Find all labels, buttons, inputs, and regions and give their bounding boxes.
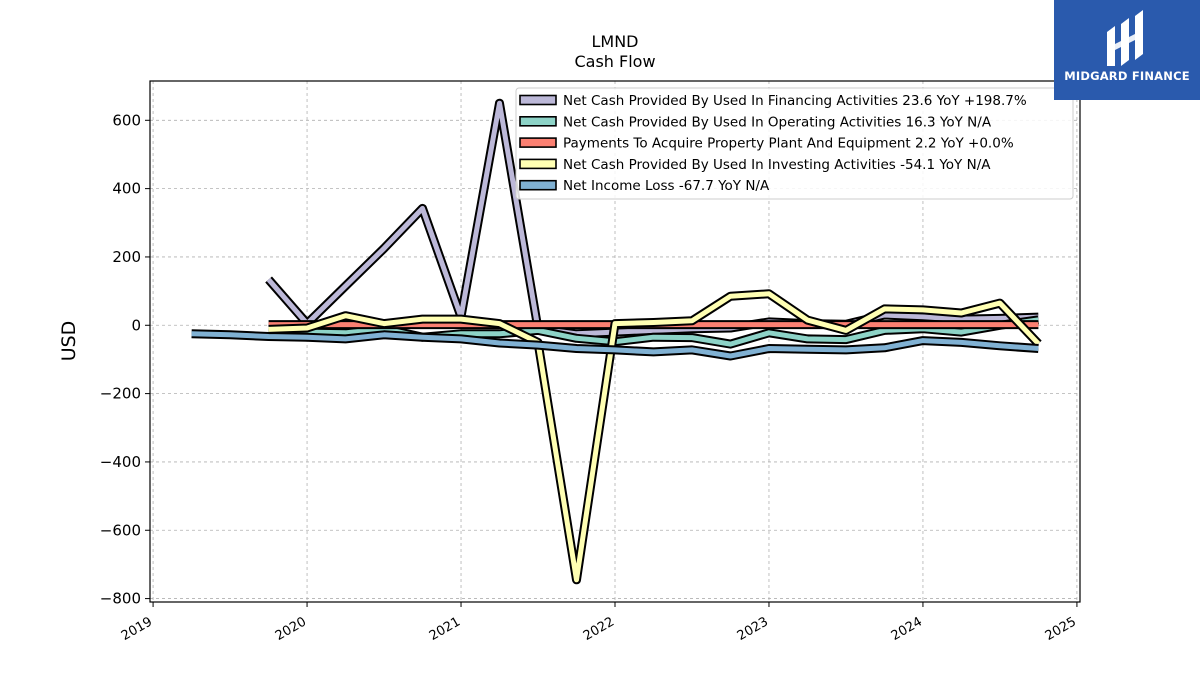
series-5 bbox=[191, 329, 1039, 361]
x-tick-label: 2021 bbox=[427, 614, 463, 644]
legend-label: Net Cash Provided By Used In Investing A… bbox=[563, 157, 991, 173]
midgard-finance-logo: MIDGARD FINANCE bbox=[1054, 0, 1200, 100]
legend-item-3: Payments To Acquire Property Plant And E… bbox=[519, 136, 1014, 152]
legend-item-2: Net Cash Provided By Used In Operating A… bbox=[519, 114, 992, 130]
y-tick-label: 200 bbox=[112, 248, 141, 266]
legend-swatch bbox=[519, 94, 557, 106]
series-line bbox=[268, 291, 1041, 583]
x-tick-label: 2019 bbox=[119, 614, 155, 644]
x-tick-label: 2022 bbox=[581, 614, 617, 644]
chart-title: LMND bbox=[591, 32, 638, 51]
y-tick-label: 0 bbox=[131, 316, 141, 334]
legend-swatch bbox=[519, 179, 557, 191]
y-tick-label: −400 bbox=[100, 453, 141, 471]
legend-swatch bbox=[519, 137, 557, 148]
midgard-logo-icon bbox=[1107, 10, 1143, 66]
legend-label: Net Cash Provided By Used In Financing A… bbox=[563, 93, 1027, 109]
legend-label: Net Cash Provided By Used In Operating A… bbox=[563, 114, 992, 130]
y-tick-label: 600 bbox=[112, 111, 141, 129]
series-4 bbox=[268, 289, 1042, 585]
logo-text: MIDGARD FINANCE bbox=[1064, 69, 1190, 83]
series-layer bbox=[191, 98, 1042, 585]
x-tick-label: 2023 bbox=[735, 614, 771, 644]
y-tick-label: −800 bbox=[100, 590, 141, 608]
legend-item-5: Net Income Loss -67.7 YoY N/A bbox=[519, 178, 770, 194]
series-line bbox=[266, 100, 1039, 337]
legend-box bbox=[515, 87, 1074, 200]
legend-label: Payments To Acquire Property Plant And E… bbox=[563, 136, 1014, 152]
legend-swatch bbox=[519, 158, 557, 170]
legend: Net Cash Provided By Used In Financing A… bbox=[515, 87, 1074, 200]
legend-item-4: Net Cash Provided By Used In Investing A… bbox=[519, 157, 991, 173]
legend-swatch bbox=[519, 116, 557, 127]
x-tick-label: 2025 bbox=[1043, 614, 1079, 644]
y-tick-label: −200 bbox=[100, 385, 141, 403]
y-tick-label: 400 bbox=[112, 180, 141, 198]
x-tick-label: 2020 bbox=[273, 614, 309, 644]
series-line bbox=[191, 331, 1039, 359]
y-tick-label: −600 bbox=[100, 521, 141, 539]
y-axis-label: USD bbox=[58, 321, 80, 362]
legend-item-1: Net Cash Provided By Used In Financing A… bbox=[519, 93, 1027, 109]
series-1 bbox=[265, 98, 1039, 339]
chart-subtitle: Cash Flow bbox=[574, 52, 655, 71]
legend-label: Net Income Loss -67.7 YoY N/A bbox=[563, 178, 770, 194]
x-tick-label: 2024 bbox=[889, 614, 925, 644]
